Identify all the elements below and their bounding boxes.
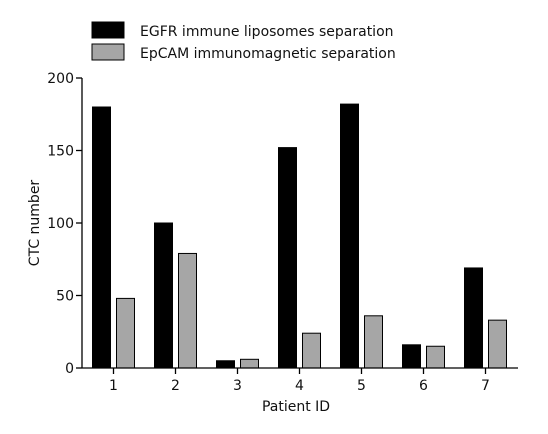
- y-axis-title: CTC number: [27, 180, 43, 267]
- egfr-bar-6: [402, 344, 421, 369]
- y-tick-label: 50: [56, 289, 74, 305]
- egfr-bar-7: [464, 267, 483, 369]
- legend: EGFR immune liposomes separation EpCAM i…: [91, 21, 396, 62]
- egfr-bar-3: [216, 360, 235, 369]
- epcam-bar-7: [488, 319, 507, 369]
- egfr-bar-1: [92, 106, 111, 369]
- egfr-bar-2: [154, 222, 173, 369]
- egfr-bar-5: [340, 103, 359, 369]
- epcam-bar-5: [364, 315, 383, 369]
- x-tick-label: 5: [357, 378, 366, 394]
- legend-label-epcam: EpCAM immunomagnetic separation: [140, 46, 396, 62]
- x-tick-label: 2: [171, 378, 180, 394]
- x-tick-label: 4: [295, 378, 304, 394]
- y-tick-label: 150: [47, 144, 74, 160]
- epcam-bar-1: [116, 297, 135, 369]
- x-axis-title: Patient ID: [262, 399, 330, 415]
- y-tick-label: 0: [65, 361, 74, 377]
- x-tick-label: 3: [233, 378, 242, 394]
- x-tick-label: 6: [419, 378, 428, 394]
- egfr-bar-4: [278, 147, 297, 369]
- epcam-bar-6: [426, 345, 445, 369]
- y-tick-label: 200: [47, 71, 74, 87]
- x-tick-label: 7: [481, 378, 490, 394]
- legend-swatch-epcam: [91, 43, 125, 61]
- epcam-bar-4: [302, 332, 321, 369]
- legend-label-egfr: EGFR immune liposomes separation: [140, 24, 394, 40]
- y-tick-label: 100: [47, 216, 74, 232]
- bars: [92, 103, 507, 369]
- legend-swatch-egfr: [91, 21, 125, 39]
- y-axis-ticks: 0 50 100 150 200: [47, 71, 82, 377]
- epcam-bar-2: [178, 252, 197, 369]
- x-axis-ticks: 1 2 3 4 5 6 7: [109, 368, 490, 394]
- x-tick-label: 1: [109, 378, 118, 394]
- epcam-bar-3: [240, 358, 259, 369]
